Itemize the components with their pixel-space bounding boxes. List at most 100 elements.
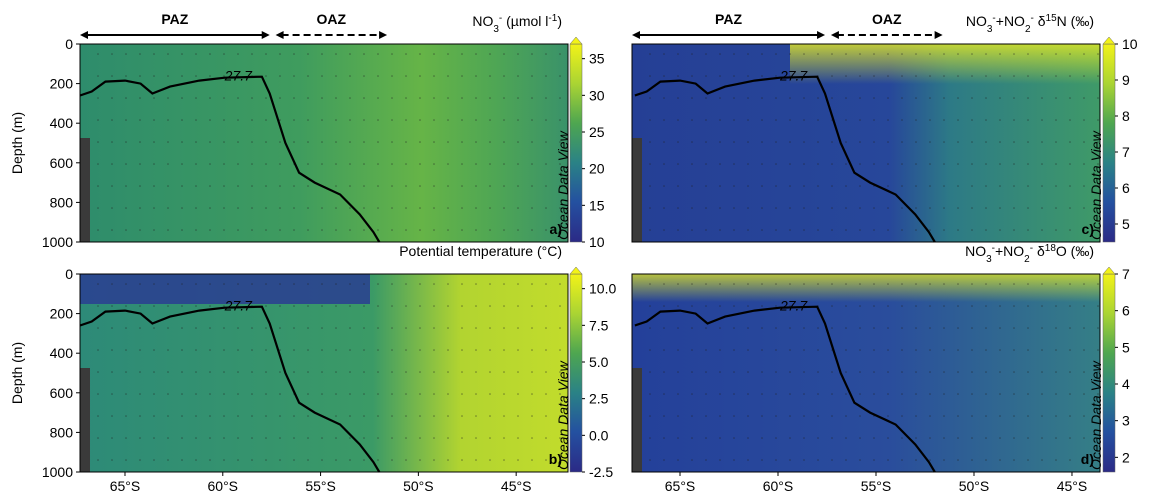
station-dot bbox=[559, 437, 561, 439]
title-part: -1 bbox=[548, 13, 557, 24]
station-dot bbox=[915, 207, 917, 209]
station-dot bbox=[209, 305, 211, 307]
station-dot bbox=[1055, 283, 1057, 285]
station-dot bbox=[1097, 349, 1099, 351]
station-dot bbox=[377, 163, 379, 165]
station-dot bbox=[1083, 207, 1085, 209]
station-dot bbox=[377, 207, 379, 209]
station-dot bbox=[307, 371, 309, 373]
station-dot bbox=[733, 185, 735, 187]
station-dot bbox=[363, 349, 365, 351]
station-dot bbox=[747, 327, 749, 329]
station-dot bbox=[691, 141, 693, 143]
station-dot bbox=[97, 393, 99, 395]
station-dot bbox=[999, 229, 1001, 231]
y-tick-label: 400 bbox=[50, 345, 74, 361]
station-dot bbox=[349, 327, 351, 329]
station-dot bbox=[251, 283, 253, 285]
station-dot bbox=[223, 459, 225, 461]
station-dot bbox=[831, 97, 833, 99]
station-dot bbox=[307, 305, 309, 307]
station-dot bbox=[747, 459, 749, 461]
station-dot bbox=[901, 229, 903, 231]
station-dot bbox=[831, 141, 833, 143]
station-dot bbox=[251, 229, 253, 231]
station-dot bbox=[433, 75, 435, 77]
station-dot bbox=[789, 141, 791, 143]
station-dot bbox=[195, 371, 197, 373]
title-part: - bbox=[499, 13, 502, 24]
station-dot bbox=[475, 97, 477, 99]
station-dot bbox=[531, 283, 533, 285]
station-dot bbox=[1055, 119, 1057, 121]
station-dot bbox=[845, 393, 847, 395]
station-dot bbox=[545, 327, 547, 329]
station-dot bbox=[531, 349, 533, 351]
station-dot bbox=[677, 75, 679, 77]
station-dot bbox=[363, 75, 365, 77]
station-dot bbox=[1013, 207, 1015, 209]
station-dot bbox=[719, 437, 721, 439]
station-dot bbox=[167, 119, 169, 121]
station-dot bbox=[1013, 163, 1015, 165]
station-dot bbox=[433, 459, 435, 461]
station-dot bbox=[489, 349, 491, 351]
station-dot bbox=[1055, 163, 1057, 165]
station-dot bbox=[1055, 459, 1057, 461]
y-tick-label: 200 bbox=[50, 76, 74, 92]
station-dot bbox=[971, 371, 973, 373]
station-dot bbox=[447, 141, 449, 143]
station-dot bbox=[531, 327, 533, 329]
station-dot bbox=[677, 327, 679, 329]
station-dot bbox=[251, 327, 253, 329]
station-dot bbox=[461, 283, 463, 285]
colorbar-extend bbox=[569, 36, 583, 45]
station-dot bbox=[195, 415, 197, 417]
station-dot bbox=[209, 75, 211, 77]
station-dot bbox=[293, 459, 295, 461]
station-dot bbox=[677, 119, 679, 121]
station-dot bbox=[405, 371, 407, 373]
station-dot bbox=[279, 207, 281, 209]
station-dot bbox=[985, 349, 987, 351]
station-dot bbox=[167, 97, 169, 99]
station-dot bbox=[419, 327, 421, 329]
station-dot bbox=[1069, 229, 1071, 231]
seafloor bbox=[632, 138, 642, 242]
station-dot bbox=[447, 305, 449, 307]
station-dot bbox=[391, 97, 393, 99]
station-dot bbox=[901, 327, 903, 329]
station-dot bbox=[775, 371, 777, 373]
station-dot bbox=[1041, 185, 1043, 187]
station-dot bbox=[775, 53, 777, 55]
station-dot bbox=[789, 207, 791, 209]
colorbar-tick-label: 15 bbox=[589, 197, 605, 213]
station-dot bbox=[531, 185, 533, 187]
station-dot bbox=[335, 305, 337, 307]
station-dot bbox=[649, 305, 651, 307]
station-dot bbox=[209, 415, 211, 417]
station-dot bbox=[929, 283, 931, 285]
station-dot bbox=[733, 119, 735, 121]
station-dot bbox=[223, 283, 225, 285]
station-dot bbox=[461, 97, 463, 99]
station-dot bbox=[985, 163, 987, 165]
station-dot bbox=[929, 371, 931, 373]
station-dot bbox=[649, 119, 651, 121]
station-dot bbox=[433, 229, 435, 231]
station-dot bbox=[377, 371, 379, 373]
zone-label: OAZ bbox=[317, 11, 347, 27]
station-dot bbox=[335, 207, 337, 209]
station-dot bbox=[97, 141, 99, 143]
station-dot bbox=[447, 415, 449, 417]
station-dot bbox=[209, 459, 211, 461]
title-part: NO bbox=[472, 13, 493, 29]
station-dot bbox=[279, 185, 281, 187]
title-part: 3 bbox=[987, 24, 993, 35]
station-dot bbox=[649, 459, 651, 461]
station-dot bbox=[901, 283, 903, 285]
station-dot bbox=[803, 119, 805, 121]
station-dot bbox=[223, 75, 225, 77]
title-part: 3 bbox=[493, 24, 499, 35]
station-dot bbox=[1027, 229, 1029, 231]
